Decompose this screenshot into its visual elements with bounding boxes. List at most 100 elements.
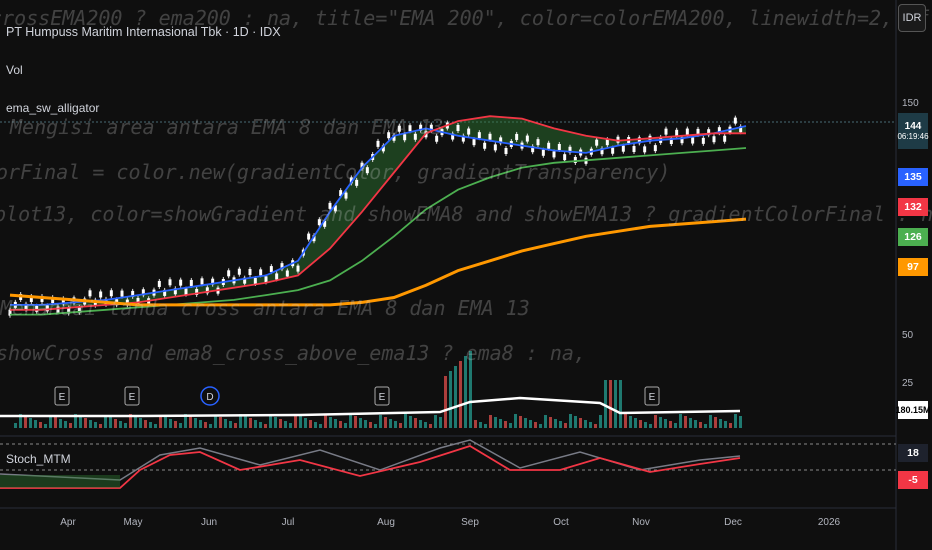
candle-body [317, 219, 321, 226]
candle-body [109, 290, 113, 297]
price-tag: 144 06:19:46 [897, 113, 929, 149]
candle-body [99, 291, 103, 298]
volume-bar [149, 422, 152, 428]
volume-bar [344, 423, 347, 428]
volume-bar [369, 422, 372, 428]
volume-bar [709, 415, 712, 428]
symbol-title: PT Humpuss Maritim Internasional Tbk · 1… [6, 25, 281, 39]
volume-bar [309, 420, 312, 428]
candle-body [243, 277, 247, 284]
volume-bar [239, 414, 242, 428]
volume-bar [119, 421, 122, 428]
candle-body [24, 303, 28, 310]
candle-body [461, 135, 465, 142]
candle-body [56, 306, 60, 313]
candle-body [739, 126, 743, 133]
volume-bar [279, 419, 282, 428]
volume-bar [79, 416, 82, 428]
volume-bar [559, 421, 562, 428]
earnings-marker[interactable]: E [54, 386, 70, 406]
candle-body [397, 125, 401, 132]
volume-bar [624, 414, 627, 428]
candle-body [419, 124, 423, 131]
candle-body [600, 148, 604, 155]
candle-body [227, 270, 231, 277]
volume-bar [174, 421, 177, 428]
volume-bar [464, 356, 467, 428]
candle-body [451, 133, 455, 140]
legend-vol[interactable]: Vol [6, 63, 23, 77]
volume-bar [14, 423, 17, 428]
volume-bar [659, 417, 662, 428]
candle-body [77, 306, 81, 313]
candle-body [333, 205, 337, 212]
volume-bar [354, 416, 357, 428]
volume-bar [399, 423, 402, 428]
candle-body [344, 192, 348, 199]
candle-body [189, 279, 193, 286]
volume-bar [664, 419, 667, 428]
volume-bar [164, 417, 167, 428]
volume-bar [644, 422, 647, 428]
volume-bar [244, 416, 247, 428]
candle-body [163, 289, 167, 296]
stoch-tag: -5 [898, 471, 928, 489]
legend-stoch-mtm[interactable]: Stoch_MTM [6, 452, 71, 466]
volume-bar [234, 423, 237, 428]
earnings-marker[interactable]: E [374, 386, 390, 406]
candle-body [131, 290, 135, 297]
volume-bar [509, 423, 512, 428]
volume-bar [604, 380, 607, 428]
volume-bar [414, 418, 417, 428]
candles [8, 115, 743, 318]
volume-bar [24, 416, 27, 428]
legend-ema-alligator[interactable]: ema_sw_alligator [6, 101, 100, 115]
volume-bar [684, 416, 687, 428]
volume-bar [724, 421, 727, 428]
svg-text:E: E [129, 392, 136, 403]
volume-bar [629, 416, 632, 428]
candle-body [643, 146, 647, 153]
candle-body [707, 129, 711, 136]
volume-bar [334, 419, 337, 428]
svg-text:E: E [379, 392, 386, 403]
volume-bar [734, 414, 737, 428]
svg-text:D: D [206, 392, 213, 403]
volume-bar [99, 424, 102, 428]
candle-body [381, 145, 385, 152]
volume-bar [214, 415, 217, 428]
volume-bar [589, 422, 592, 428]
candle-body [435, 135, 439, 142]
stoch-k-line [0, 445, 741, 489]
candle-body [669, 138, 673, 145]
candle-body [328, 202, 332, 209]
countdown-timer: 06:19:46 [897, 132, 929, 141]
dividend-marker[interactable]: D [200, 386, 220, 406]
candle-body [200, 278, 204, 285]
volume-bar [109, 417, 112, 428]
volume-bar [359, 418, 362, 428]
volume-bar [534, 422, 537, 428]
volume-bar [564, 423, 567, 428]
volume-tag: 180.15M [895, 401, 931, 419]
volume-bar [159, 415, 162, 428]
candle-body [408, 125, 412, 132]
volume-bar [394, 421, 397, 428]
volume-bar [249, 418, 252, 428]
candle-body [685, 128, 689, 135]
volume-bar [714, 417, 717, 428]
volume-bar [439, 417, 442, 428]
earnings-marker[interactable]: E [644, 386, 660, 406]
volume-bar [219, 417, 222, 428]
volume-bar [84, 418, 87, 428]
stoch-tag: 18 [898, 444, 928, 462]
earnings-marker[interactable]: E [124, 386, 140, 406]
volume-bar [19, 414, 22, 428]
candle-body [477, 132, 481, 139]
candle-body [339, 190, 343, 197]
candle-body [483, 142, 487, 149]
currency-button[interactable]: IDR [898, 4, 926, 32]
volume-bar [384, 417, 387, 428]
price-axis-tick: 50 [902, 330, 914, 341]
